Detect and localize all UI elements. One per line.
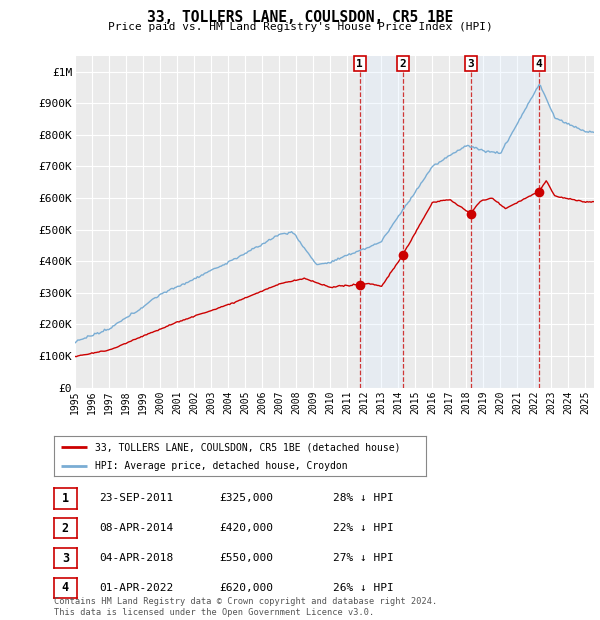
Text: £620,000: £620,000 [219,583,273,593]
Bar [359,56,403,388]
Text: 33, TOLLERS LANE, COULSDON, CR5 1BE: 33, TOLLERS LANE, COULSDON, CR5 1BE [147,10,453,25]
Text: £550,000: £550,000 [219,553,273,563]
Text: 3: 3 [62,552,69,564]
Text: 1: 1 [62,492,69,505]
Text: HPI: Average price, detached house, Croydon: HPI: Average price, detached house, Croy… [95,461,347,471]
Text: 1: 1 [356,58,363,69]
Text: £420,000: £420,000 [219,523,273,533]
Text: Contains HM Land Registry data © Crown copyright and database right 2024.: Contains HM Land Registry data © Crown c… [54,597,437,606]
Text: 27% ↓ HPI: 27% ↓ HPI [333,553,394,563]
Text: 04-APR-2018: 04-APR-2018 [99,553,173,563]
Text: 2: 2 [62,522,69,534]
Text: £325,000: £325,000 [219,494,273,503]
Text: 4: 4 [62,582,69,594]
Text: 22% ↓ HPI: 22% ↓ HPI [333,523,394,533]
Text: 33, TOLLERS LANE, COULSDON, CR5 1BE (detached house): 33, TOLLERS LANE, COULSDON, CR5 1BE (det… [95,442,400,452]
Text: 08-APR-2014: 08-APR-2014 [99,523,173,533]
Text: 28% ↓ HPI: 28% ↓ HPI [333,494,394,503]
Text: 3: 3 [467,58,474,69]
Bar [471,56,539,388]
Text: Price paid vs. HM Land Registry's House Price Index (HPI): Price paid vs. HM Land Registry's House … [107,22,493,32]
Text: 4: 4 [535,58,542,69]
Text: This data is licensed under the Open Government Licence v3.0.: This data is licensed under the Open Gov… [54,608,374,617]
Text: 01-APR-2022: 01-APR-2022 [99,583,173,593]
Text: 23-SEP-2011: 23-SEP-2011 [99,494,173,503]
Text: 2: 2 [400,58,406,69]
Text: 26% ↓ HPI: 26% ↓ HPI [333,583,394,593]
